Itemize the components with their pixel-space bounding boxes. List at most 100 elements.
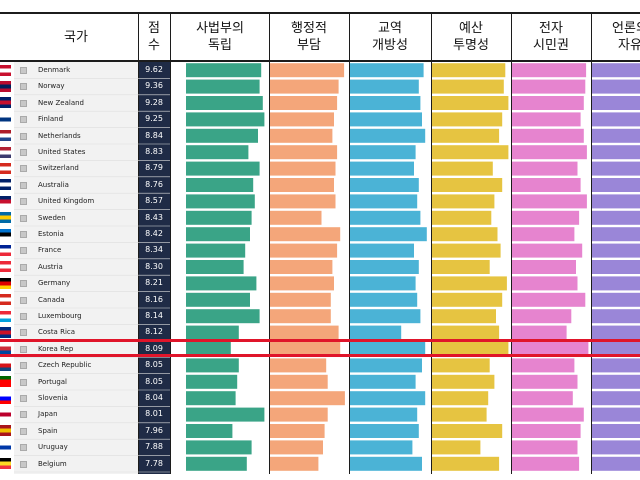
score-label: 9.25 <box>145 114 163 124</box>
header-score: 점 수 <box>148 21 160 53</box>
bar-judicial <box>186 210 252 225</box>
bar-administrative <box>270 210 322 225</box>
bar-judicial <box>186 145 249 160</box>
bar-budget <box>432 424 503 438</box>
row-marker-icon <box>20 395 27 402</box>
bar-trade <box>350 128 426 143</box>
bar-administrative <box>270 342 341 356</box>
flag-icon <box>0 113 11 125</box>
country-label: United States <box>38 148 86 156</box>
bar-administrative <box>270 243 338 258</box>
bar-press <box>592 161 640 176</box>
bar-eparticipation <box>512 227 575 242</box>
bar-press <box>592 440 640 455</box>
bar-judicial <box>186 391 236 406</box>
header-top-rule <box>0 12 640 14</box>
bar-budget <box>432 309 496 324</box>
score-label: 8.30 <box>145 261 163 271</box>
bar-press <box>592 276 640 291</box>
flag-icon <box>0 80 11 92</box>
bar-trade <box>350 227 427 242</box>
country-label: Belgium <box>38 459 67 468</box>
bar-administrative <box>270 96 338 110</box>
flag-icon <box>0 326 11 338</box>
score-label: 8.05 <box>145 376 163 386</box>
country-label: Austria <box>38 262 63 271</box>
bar-press <box>592 358 640 373</box>
row-marker-icon <box>20 67 27 74</box>
score-label: 8.84 <box>145 130 163 140</box>
country-label: Costa Rica <box>38 328 76 337</box>
bar-eparticipation <box>512 243 583 258</box>
bar-administrative <box>270 309 331 324</box>
score-label: 8.04 <box>145 393 163 402</box>
row-marker-icon <box>20 247 27 255</box>
korea-highlight-box <box>0 339 640 358</box>
bar-trade <box>350 292 418 307</box>
row-marker-icon <box>20 411 27 419</box>
bar-trade <box>350 210 421 225</box>
bar-eparticipation <box>512 161 578 176</box>
bar-eparticipation <box>512 128 584 143</box>
bar-budget <box>432 358 490 373</box>
row-marker-icon <box>20 296 27 304</box>
flag-icon <box>0 179 11 191</box>
country-label: Switzerland <box>38 164 79 173</box>
bar-press <box>592 391 640 406</box>
country-label: Korea Rep <box>38 344 74 353</box>
bar-press <box>592 342 640 356</box>
bar-judicial <box>186 227 250 242</box>
bar-eparticipation <box>512 112 581 127</box>
country-label: France <box>38 246 62 255</box>
score-label: 8.57 <box>145 196 163 206</box>
bar-budget <box>432 210 492 225</box>
bar-budget <box>432 178 503 192</box>
score-label: 7.96 <box>145 425 163 435</box>
bar-administrative <box>270 374 328 389</box>
bar-administrative <box>270 227 341 242</box>
row-marker-icon <box>20 132 27 140</box>
bar-press <box>592 456 640 471</box>
bar-trade <box>350 309 421 324</box>
row-marker-icon <box>20 83 27 91</box>
score-label: 8.01 <box>145 409 163 419</box>
header-press: 언론의 자유 <box>612 21 640 53</box>
country-label: Estonia <box>38 230 64 238</box>
bar-eparticipation <box>512 391 573 406</box>
bar-press <box>592 260 640 274</box>
row-marker-icon <box>20 231 27 238</box>
score-label: 8.21 <box>145 278 163 288</box>
score-label: 8.42 <box>145 229 163 238</box>
score-label: 8.43 <box>145 212 163 222</box>
bar-trade <box>350 456 422 471</box>
flag-icon <box>0 244 11 256</box>
bar-judicial <box>186 325 239 340</box>
bar-budget <box>432 391 489 406</box>
bar-trade <box>350 178 419 192</box>
bar-budget <box>432 145 509 160</box>
bar-budget <box>432 276 507 291</box>
bar-administrative <box>270 63 345 78</box>
bar-trade <box>350 342 426 356</box>
bar-budget <box>432 96 509 110</box>
country-label: Sweden <box>38 213 66 222</box>
flag-icon <box>0 195 11 207</box>
row-marker-icon <box>20 99 27 107</box>
score-label: 8.16 <box>145 294 163 304</box>
bar-administrative <box>270 456 319 471</box>
country-label: Spain <box>38 426 58 435</box>
bar-trade <box>350 161 414 176</box>
row-marker-icon <box>20 460 27 468</box>
bar-trade <box>350 440 413 455</box>
bar-trade <box>350 391 426 406</box>
flag-icon <box>0 294 11 306</box>
bar-trade <box>350 63 424 78</box>
score-label: 8.83 <box>145 147 163 156</box>
bar-budget <box>432 194 495 209</box>
row-marker-icon <box>20 313 27 320</box>
bar-press <box>592 243 640 258</box>
score-label: 7.78 <box>145 458 163 468</box>
row-marker-icon <box>20 378 27 386</box>
score-label: 9.28 <box>145 97 163 107</box>
